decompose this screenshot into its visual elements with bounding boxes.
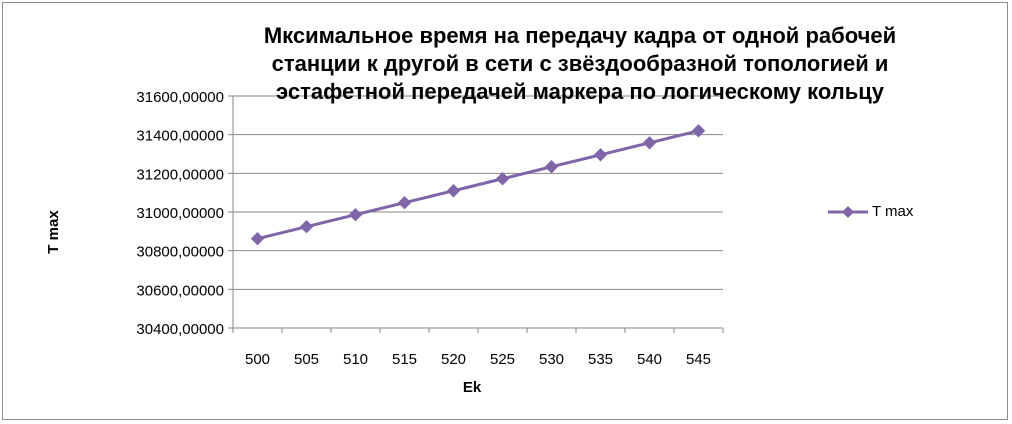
series-t-max — [250, 124, 706, 246]
gridlines — [233, 95, 723, 290]
data-point — [250, 231, 265, 246]
data-point — [397, 196, 412, 210]
y-tick-label: 30600,00000 — [136, 282, 224, 299]
x-tick-label: 540 — [637, 351, 662, 368]
x-tick-label: 530 — [539, 351, 564, 368]
y-tick-labels: 30400,00000 30600,00000 30800,00000 31000,0… — [136, 89, 224, 338]
data-point — [299, 219, 314, 234]
legend: T max — [828, 203, 913, 220]
x-tick-label: 545 — [686, 351, 711, 368]
y-axis-label: T max — [45, 210, 62, 254]
data-point — [495, 172, 510, 186]
chart-title-line: эстафетной передачей маркера по логическ… — [275, 79, 884, 104]
x-tick-label: 535 — [588, 351, 613, 368]
data-point — [691, 124, 706, 138]
y-tick-label: 30400,00000 — [136, 321, 224, 338]
y-tick-label: 31600,00000 — [136, 89, 224, 106]
x-tick-label: 515 — [392, 351, 417, 368]
y-tick-label: 31400,00000 — [136, 128, 224, 145]
x-tick-label: 525 — [490, 351, 515, 368]
legend-swatch-t-max — [828, 205, 868, 218]
y-tick-label: 30800,00000 — [136, 244, 224, 261]
x-tick-label: 520 — [441, 351, 466, 368]
chart-title-line: станции к другой в сети с звёздообразной… — [271, 51, 889, 76]
data-point — [446, 184, 461, 198]
x-tick-labels: 500 505 510 515 520 525 530 535 540 545 — [245, 351, 711, 368]
series-line — [257, 129, 699, 241]
x-axis-label: Ek — [463, 379, 482, 396]
legend-label-t-max: T max — [872, 203, 914, 220]
data-point — [642, 136, 657, 150]
chart-title: Мксимальное время на передачу кадра от о… — [190, 22, 970, 106]
y-tick-label: 31200,00000 — [136, 166, 224, 183]
data-point — [348, 207, 363, 222]
data-point — [544, 160, 559, 174]
x-tick-label: 505 — [294, 351, 319, 368]
axes — [228, 95, 724, 333]
chart-title-line: Мксимальное время на передачу кадра от о… — [263, 23, 897, 48]
y-tick-label: 31000,00000 — [136, 205, 224, 222]
x-tick-label: 500 — [245, 351, 270, 368]
data-point — [593, 148, 608, 162]
x-tick-label: 510 — [343, 351, 368, 368]
